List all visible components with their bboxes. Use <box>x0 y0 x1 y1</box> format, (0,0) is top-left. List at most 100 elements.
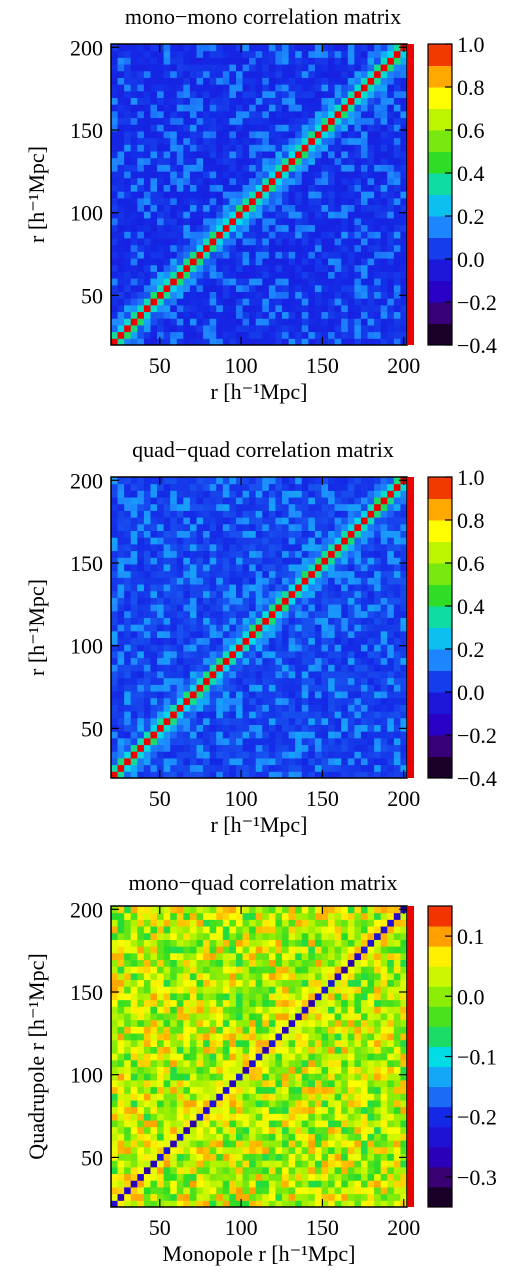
heatmap-cell <box>137 1066 145 1074</box>
heatmap-cell <box>295 717 303 725</box>
heatmap-cell <box>163 1053 171 1061</box>
heatmap-cell <box>301 624 309 632</box>
heatmap-cell <box>360 530 369 538</box>
heatmap-cell <box>367 137 375 145</box>
heatmap-cell <box>360 224 369 232</box>
heatmap-cell <box>150 477 158 485</box>
heatmap-cell <box>360 684 369 692</box>
heatmap-cell <box>117 577 125 585</box>
heatmap-cell <box>117 697 125 705</box>
heatmap-cell <box>301 490 309 498</box>
heatmap-cell <box>321 657 329 665</box>
heatmap-cell <box>117 1113 125 1121</box>
heatmap-cell <box>216 231 224 239</box>
heatmap-cell <box>196 291 204 299</box>
heatmap-cell <box>163 1099 171 1108</box>
heatmap-cell <box>203 604 211 612</box>
heatmap-cell <box>117 1180 125 1188</box>
heatmap-cell <box>328 224 336 232</box>
heatmap-cell <box>275 543 283 552</box>
heatmap-cell <box>124 1106 132 1114</box>
heatmap-cell <box>203 644 211 652</box>
heatmap-cell <box>189 124 198 132</box>
heatmap-cell <box>235 278 244 286</box>
heatmap-cell <box>196 278 204 286</box>
heatmap-cell <box>282 97 290 105</box>
heatmap-cell <box>170 932 178 940</box>
heatmap-cell <box>321 731 329 739</box>
heatmap-cell <box>314 171 322 179</box>
heatmap-cell <box>282 130 290 139</box>
heatmap-cell <box>143 1033 151 1041</box>
colorbar-segment <box>428 735 452 757</box>
heatmap-cell <box>157 104 165 112</box>
heatmap-cell <box>314 764 322 772</box>
heatmap-cell <box>137 959 145 967</box>
heatmap-cell <box>209 1019 217 1027</box>
heatmap-cell <box>282 110 290 119</box>
heatmap-cell <box>170 979 178 987</box>
heatmap-cell <box>321 57 329 65</box>
heatmap-cell <box>130 1059 138 1068</box>
heatmap-cell <box>196 1153 204 1161</box>
heatmap-cell <box>341 510 349 518</box>
heatmap-cell <box>282 670 290 679</box>
heatmap-cell <box>203 1019 211 1027</box>
heatmap-cell <box>288 597 296 605</box>
heatmap-cell <box>380 197 388 206</box>
heatmap-cell <box>143 244 151 252</box>
heatmap-cell <box>216 1193 224 1201</box>
heatmap-cell <box>328 584 336 592</box>
heatmap-cell <box>387 664 395 672</box>
heatmap-cell <box>137 731 145 739</box>
heatmap-cell <box>117 318 125 326</box>
heatmap-cell <box>163 691 171 699</box>
heatmap-cell <box>262 657 270 665</box>
heatmap-cell <box>367 177 375 185</box>
heatmap-cell <box>209 1026 217 1034</box>
heatmap-cell <box>393 543 401 552</box>
heatmap-cell <box>367 717 375 725</box>
heatmap-cell <box>183 1066 191 1074</box>
heatmap-cell <box>334 704 342 712</box>
heatmap-cell <box>216 1160 224 1168</box>
heatmap-cell <box>314 191 322 199</box>
heatmap-cell <box>189 84 198 92</box>
heatmap-cell <box>137 697 145 705</box>
heatmap-cell <box>308 657 316 665</box>
heatmap-cell <box>387 84 395 92</box>
heatmap-cell <box>157 1099 165 1108</box>
heatmap-cell <box>341 157 349 165</box>
heatmap-cell <box>130 1066 138 1074</box>
heatmap-cell <box>295 503 303 511</box>
heatmap-cell <box>393 244 401 252</box>
heatmap-cell <box>183 966 191 974</box>
heatmap-cell <box>295 217 303 226</box>
heatmap-cell <box>268 617 276 625</box>
heatmap-cell <box>354 124 362 132</box>
heatmap-cell <box>282 577 290 585</box>
heatmap-cell <box>183 1073 191 1081</box>
heatmap-cell <box>163 537 171 545</box>
heatmap-cell <box>301 724 309 732</box>
heatmap-cell <box>229 1160 237 1168</box>
heatmap-cell <box>183 1093 191 1101</box>
heatmap-cell <box>216 1120 224 1128</box>
heatmap-cell <box>150 1200 158 1208</box>
heatmap-cell <box>150 258 158 266</box>
heatmap-cell <box>137 1106 145 1114</box>
heatmap-cell <box>124 610 132 618</box>
heatmap-cell <box>176 1133 184 1141</box>
heatmap-cell <box>150 510 158 518</box>
heatmap-cell <box>222 57 230 65</box>
heatmap-cell <box>374 624 382 632</box>
heatmap-cell <box>282 771 290 779</box>
heatmap-cell <box>242 630 250 639</box>
heatmap-cell <box>203 211 211 219</box>
heatmap-cell <box>314 664 322 672</box>
heatmap-cell <box>150 744 158 752</box>
heatmap-cell <box>262 251 270 259</box>
heatmap-cell <box>143 1026 151 1034</box>
heatmap-cell <box>170 644 178 652</box>
heatmap-cell <box>196 617 204 625</box>
